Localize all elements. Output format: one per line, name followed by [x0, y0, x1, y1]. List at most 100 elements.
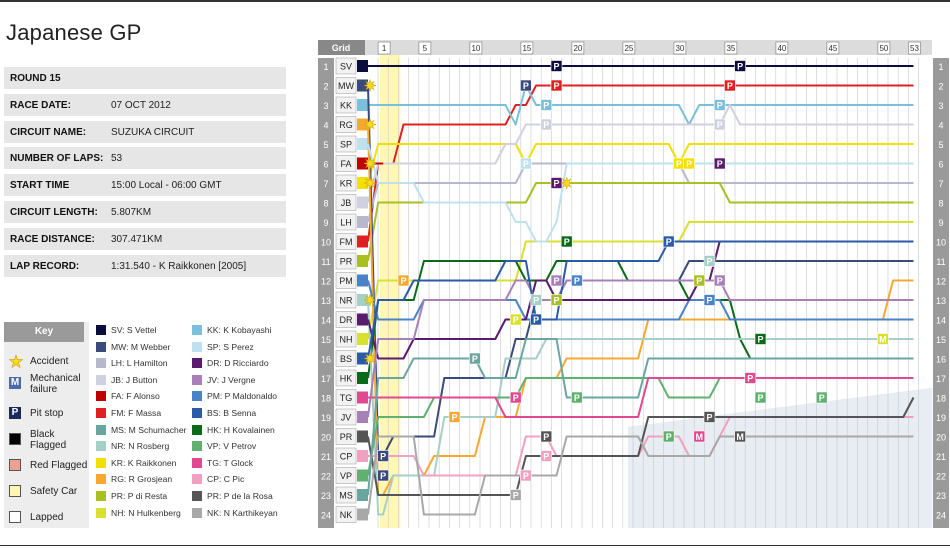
- pit-stop-marker-letter: P: [513, 491, 519, 501]
- info-row: CIRCUIT LENGTH: 5.807KM: [4, 200, 286, 223]
- pit-stop-marker: [713, 99, 726, 111]
- info-row: LAP RECORD: 1:31.540 - K Raikkonen [2005]: [4, 254, 286, 277]
- grid-driver-box: [335, 252, 357, 270]
- grid-driver-swatch: [357, 274, 368, 287]
- pit-stop-marker-letter: P: [543, 120, 549, 130]
- pit-stop-marker: [530, 313, 542, 326]
- legend-label: RG: R Grosjean: [111, 474, 173, 485]
- info-row: NUMBER OF LAPS: 53: [4, 147, 286, 170]
- position-label-left: 16: [321, 355, 331, 365]
- pit-stop-marker: [734, 60, 746, 72]
- grid-driver-box: [335, 96, 357, 114]
- legend-label: PR: P di Resta: [111, 491, 168, 501]
- legend-label: HK: H Kovalainen: [207, 424, 275, 435]
- grid-driver-code: KK: [340, 101, 352, 111]
- info-label: CIRCUIT NAME:: [10, 126, 87, 138]
- position-label-right: 2: [938, 82, 943, 92]
- lap-tick-box: [377, 41, 391, 55]
- grid-driver-code: DR: [340, 315, 353, 325]
- pit-stop-marker: [662, 430, 675, 443]
- lap-tick-box: [826, 41, 840, 55]
- lapped-icon: [9, 511, 21, 523]
- legend-swatch: [96, 408, 106, 418]
- lap-tick-box: [571, 41, 585, 55]
- info-label: NUMBER OF LAPS:: [10, 153, 104, 165]
- pit-stop-marker: [448, 411, 461, 423]
- accident-star-icon: [8, 354, 24, 369]
- pit-stop-marker: [550, 79, 563, 92]
- legend-swatch: [192, 424, 202, 435]
- black-flag-icon: [9, 433, 21, 445]
- grid-driver-swatch: [357, 216, 368, 228]
- pit-stop-marker-letter: P: [513, 315, 519, 325]
- grid-driver-code: PR: [340, 432, 353, 442]
- accident-marker: [363, 293, 377, 307]
- pit-stop-marker-letter: P: [543, 452, 549, 462]
- grid-driver-swatch: [357, 235, 368, 248]
- lap-tick-label: 30: [675, 44, 684, 53]
- pit-stop-marker: [509, 489, 522, 501]
- info-value: 1:31.540 - K Raikkonen [2005]: [111, 260, 247, 272]
- pit-stop-marker: [509, 391, 522, 404]
- pit-stop-marker: [540, 118, 553, 131]
- grid-driver-box: [335, 57, 357, 75]
- series-line-nk: [367, 435, 914, 516]
- top-rule: [0, 0, 950, 2]
- pit-stop-marker: [540, 450, 553, 462]
- position-label-right: 6: [938, 160, 943, 170]
- grid-driver-box: [335, 506, 357, 523]
- info-label: START TIME: [10, 180, 70, 192]
- grid-driver-code: LH: [340, 218, 352, 228]
- lap-tick-box: [622, 41, 636, 55]
- position-label-left: 19: [321, 413, 331, 423]
- position-label-left: 13: [321, 296, 331, 306]
- position-label-right: 16: [936, 355, 946, 365]
- safety-car-icon: [9, 485, 21, 497]
- pit-stop-marker: [703, 294, 716, 306]
- pit-stop-marker: [713, 157, 726, 170]
- lap-tick-label: 1: [382, 44, 387, 53]
- right-position-column: [933, 58, 949, 528]
- key-item: P Pit stop: [4, 404, 89, 424]
- pit-stop-marker-letter: P: [513, 393, 519, 403]
- position-label-right: 9: [938, 218, 943, 228]
- legend-label: KK: K Kobayashi: [207, 325, 272, 335]
- grid-driver-code: FM: [340, 237, 353, 247]
- pit-stop-marker-letter: P: [686, 159, 692, 169]
- grid-driver-swatch: [357, 391, 368, 404]
- legend-label: PR: P de la Rosa: [207, 491, 273, 501]
- key-item-label: Accident: [30, 356, 69, 367]
- lap-tick-label: 15: [522, 44, 531, 53]
- position-label-left: 11: [321, 257, 330, 267]
- grid-driver-swatch: [357, 469, 368, 482]
- legend-swatch: [96, 325, 106, 335]
- position-label-left: 12: [321, 277, 331, 287]
- mechanical-failure-marker: [693, 430, 706, 443]
- legend-label: SV: S Vettel: [111, 325, 157, 335]
- grid-driver-box: [335, 408, 357, 426]
- series-line-pr: [367, 182, 914, 262]
- series-line-pr2: [367, 397, 915, 496]
- position-label-right: 12: [936, 277, 946, 287]
- grid-driver-code: VP: [340, 471, 352, 481]
- pit-stop-marker: [571, 391, 583, 404]
- grid-driver-swatch: [357, 333, 368, 345]
- grid-driver-code: FA: [340, 159, 351, 169]
- pit-stop-marker-letter: P: [717, 101, 723, 111]
- key-item: Red Flagged: [4, 456, 89, 476]
- pit-stop-marker-letter: P: [676, 159, 682, 169]
- grid-driver-code: NR: [340, 296, 353, 306]
- series-line-tg: [368, 377, 914, 418]
- lap-tick-label: 50: [879, 44, 888, 53]
- info-label: CIRCUIT LENGTH:: [10, 206, 98, 218]
- lap-tick-box: [908, 41, 921, 55]
- lap-tick-label: 5: [423, 44, 428, 53]
- legend-label: MS: M Schumacher: [111, 424, 187, 435]
- pit-stop-marker-letter: P: [666, 432, 672, 442]
- lap-tick-box: [418, 41, 432, 55]
- legend-swatch: [192, 408, 202, 418]
- legend-label: NK: N Karthikeyan: [207, 507, 278, 518]
- grid-driver-code: PR: [340, 257, 353, 267]
- position-label-left: 23: [321, 491, 331, 501]
- accident-marker: [363, 78, 377, 93]
